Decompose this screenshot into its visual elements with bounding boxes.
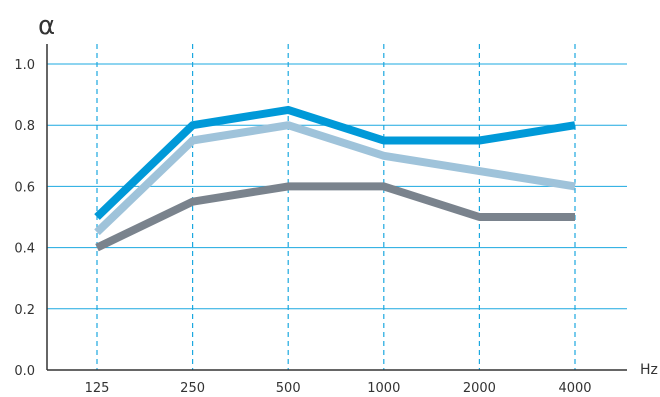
y-tick-labels: 0.0 0.2 0.4 0.6 0.8 1.0 <box>14 58 35 379</box>
x-tick-label: 500 <box>276 381 301 396</box>
axes <box>46 44 627 371</box>
x-tick-label: 4000 <box>558 381 591 396</box>
x-tick-label: 250 <box>180 381 205 396</box>
vertical-gridlines <box>96 44 576 370</box>
series-lines <box>94 105 576 252</box>
x-tick-label: 125 <box>85 381 110 396</box>
series-line-3 <box>95 182 575 252</box>
y-tick-label: 0.6 <box>14 180 35 195</box>
y-tick-label: 0.2 <box>14 303 35 318</box>
series-line-1 <box>94 105 576 220</box>
x-tick-label: 2000 <box>463 381 496 396</box>
x-tick-label: 1000 <box>367 381 400 396</box>
y-tick-label: 0.4 <box>14 242 35 257</box>
y-tick-label: 1.0 <box>14 58 35 73</box>
x-axis-label: Hz <box>640 362 658 378</box>
y-axis-label: α <box>38 11 55 41</box>
y-tick-label: 0.0 <box>14 364 35 379</box>
y-tick-label: 0.8 <box>14 119 35 134</box>
x-tick-labels: 125 250 500 1000 2000 4000 <box>85 381 592 396</box>
series-line-2 <box>94 121 576 236</box>
